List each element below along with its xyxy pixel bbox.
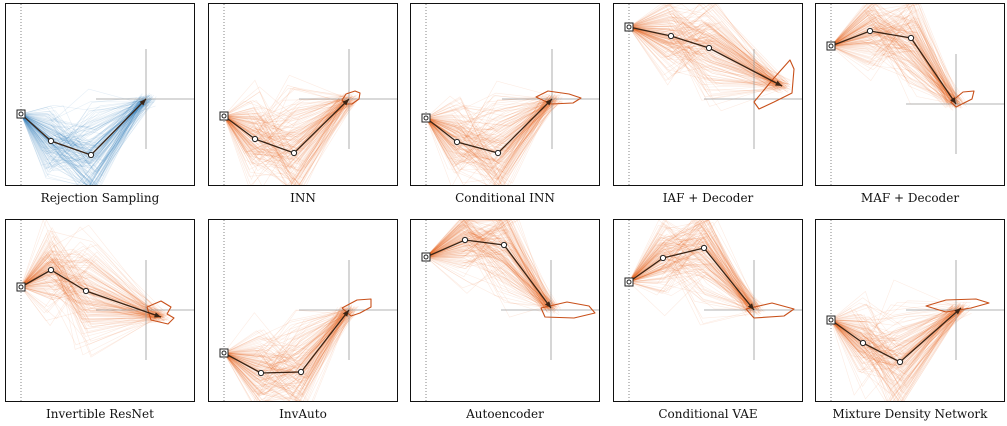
base-joint-hole [626,279,632,285]
sample-fan [830,279,973,401]
panel-caption: Conditional VAE [658,407,758,421]
panel-caption: Rejection Sampling [40,191,160,205]
joint-marker [82,287,90,295]
arrow-head [342,310,349,317]
panel-caption: IAF + Decoder [662,191,754,205]
density-contour [745,302,795,319]
arrow-head [544,301,551,308]
arrow-head [747,303,754,310]
arm-plot [826,4,1004,185]
arrow-head [775,80,782,86]
sample-fan [20,88,157,185]
density-contour [950,90,975,108]
joint-marker [453,138,461,146]
joint-marker [290,149,298,157]
panel-caption: Autoencoder [466,407,544,421]
base-joint-hole [828,317,834,323]
arrow-head [545,99,552,106]
base-joint-hole [18,284,24,290]
density-contour [540,301,596,319]
arm-segments [20,269,162,318]
arm-segments [830,30,957,105]
density-contour [925,298,990,313]
joint-marker [494,149,502,157]
joint-marker [667,32,675,40]
density-contour [146,300,175,325]
arm-segments [223,98,350,154]
arrow-head [139,99,146,106]
joint-marker [87,151,95,159]
density-contour [535,90,582,105]
arm-segments [20,98,147,156]
arm-segments [425,239,552,309]
joint-marker [866,27,874,35]
arm-segments [628,26,783,87]
joint-marker [700,244,708,252]
arm-plot [826,220,1004,401]
sample-fan [223,303,359,401]
base-joint-hole [828,43,834,49]
sample-fan [628,220,766,326]
arm-segments [425,98,553,154]
sample-fan [425,80,563,185]
arm-plot [624,4,802,185]
plot-frame [5,3,195,186]
sample-fan [425,220,562,318]
arm-plot [219,4,397,185]
panel-caption: InvAuto [279,407,327,421]
joint-marker [705,44,713,52]
joint-marker [47,137,55,145]
arm-plot [219,220,397,401]
joint-marker [47,266,55,274]
joint-marker [297,368,305,376]
arm-plot [421,220,599,401]
arm-segments [628,247,755,311]
plot-frame [815,3,1005,186]
plot-frame [613,219,803,402]
plot-frame [815,219,1005,402]
base-joint-hole [626,24,632,30]
plot-frame [208,3,398,186]
sample-fan [628,4,791,112]
base-joint-hole [221,113,227,119]
panel-caption: Invertible ResNet [46,407,154,421]
arm-segments [830,307,962,363]
joint-marker [896,358,904,366]
base-joint-hole [18,111,24,117]
joint-marker [500,241,508,249]
arm-plot [16,4,194,185]
density-contour [753,59,795,110]
plot-frame [410,3,600,186]
joint-marker [461,236,469,244]
joint-marker [859,339,867,347]
base-joint-hole [221,350,227,356]
panel-caption: INN [290,191,316,205]
arm-plot [16,220,194,401]
arrow-head [342,99,349,106]
sample-fan [830,4,968,111]
plot-frame [208,219,398,402]
panel-caption: MAF + Decoder [860,191,960,205]
sample-fan [20,220,172,358]
base-joint-hole [423,254,429,260]
arm-plot [624,220,802,401]
panel-caption: Conditional INN [455,191,555,205]
plot-frame [5,219,195,402]
plot-frame [410,219,600,402]
arm-segments [223,309,350,374]
panel-caption: Mixture Density Network [832,407,988,421]
arrow-head [950,97,956,104]
joint-marker [257,369,265,377]
arrow-head [954,308,961,315]
joint-marker [251,135,259,143]
density-contour [341,298,372,317]
arrow-head [154,312,161,318]
base-joint-hole [423,115,429,121]
arm-plot [421,4,599,185]
joint-marker [659,254,667,262]
plot-frame [613,3,803,186]
joint-marker [907,34,915,42]
